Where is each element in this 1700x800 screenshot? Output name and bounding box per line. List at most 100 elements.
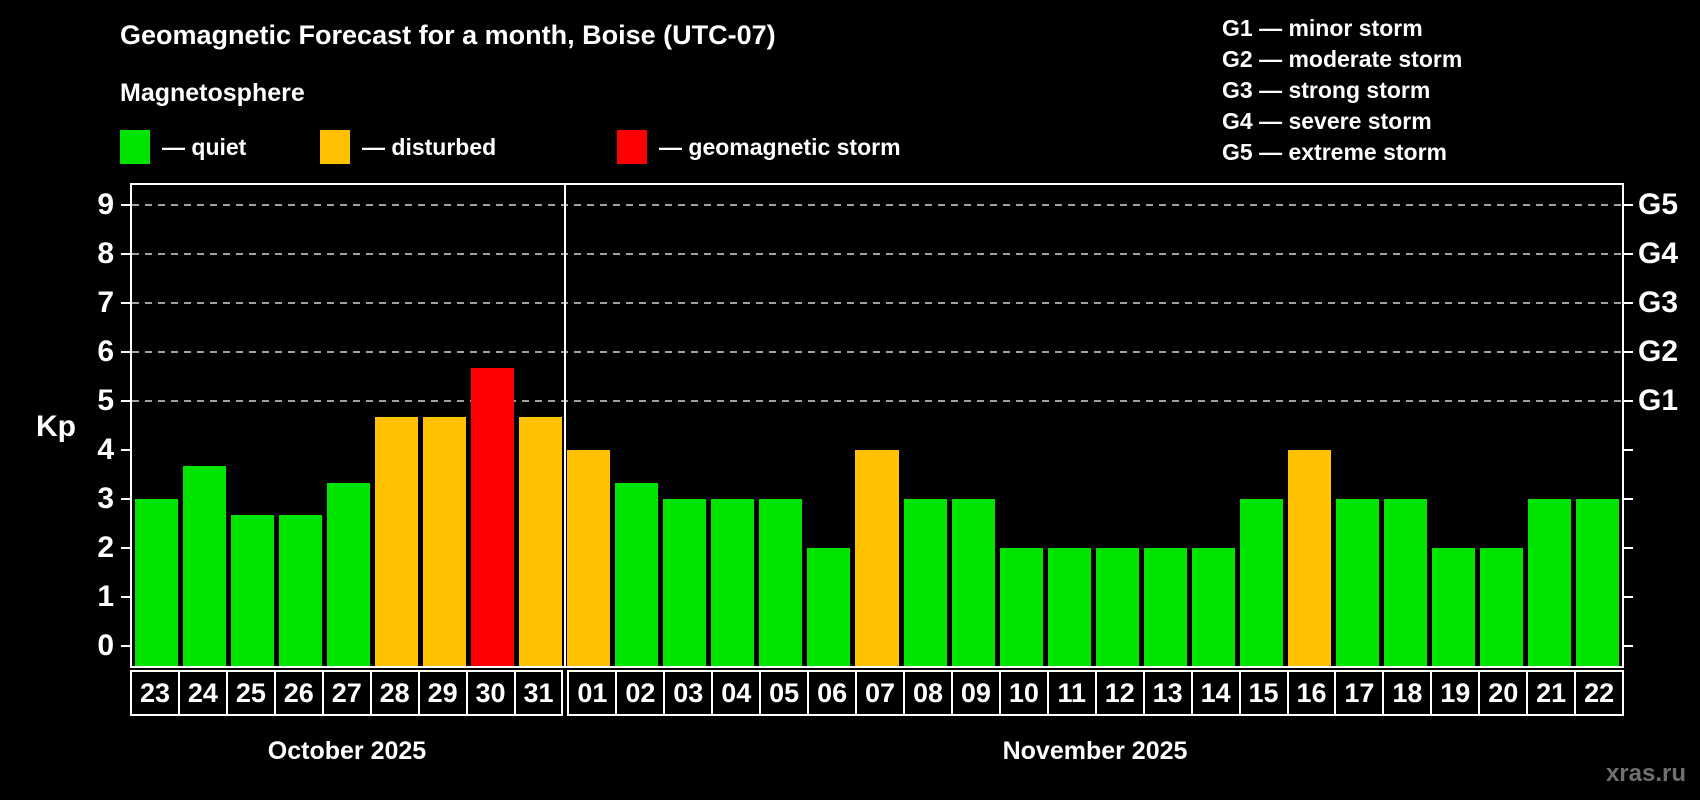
g-scale-legend: G1 — minor storm G2 — moderate storm G3 … [1222,13,1462,168]
kp-bar-10 [999,548,1043,666]
y-tick-label-3: 3 [97,482,114,516]
y-tick-label-8: 8 [97,236,114,270]
gridline-kp5 [132,399,1622,402]
kp-bar-31 [519,417,563,666]
kp-bar-05 [759,499,803,666]
kp-bar-16 [1288,450,1332,666]
kp-bar-28 [374,417,418,666]
bar-slot-01 [565,185,613,666]
bars-layer [132,185,1622,666]
bar-slot-06 [805,185,853,666]
day-label-03: 03 [663,670,714,716]
day-label-02: 02 [615,670,666,716]
bar-slot-09 [949,185,997,666]
left-tick-3 [121,498,130,501]
g-legend-line-g5: G5 — extreme storm [1222,139,1447,165]
kp-bar-03 [663,499,707,666]
kp-bar-22 [1576,499,1620,666]
left-tick-6 [121,350,130,353]
y-tick-label-7: 7 [97,285,114,319]
kp-bar-11 [1047,548,1091,666]
y-tick-label-5: 5 [97,383,114,417]
right-tick-9 [1624,203,1633,206]
right-tick-2 [1624,547,1633,550]
gridline-kp8 [132,252,1622,255]
g-legend-line-g4: G4 — severe storm [1222,108,1432,134]
y-tick-label-9: 9 [97,187,114,221]
bar-slot-27 [324,185,372,666]
kp-bar-08 [903,499,947,666]
day-label-09: 09 [950,670,1001,716]
day-label-31: 31 [513,670,564,716]
y-tick-label-1: 1 [97,580,114,614]
kp-bar-18 [1384,499,1428,666]
month-label-october: October 2025 [267,737,427,765]
bar-slot-17 [1334,185,1382,666]
kp-bar-09 [951,499,995,666]
kp-bar-19 [1432,548,1476,666]
day-label-05: 05 [759,670,810,716]
day-label-07: 07 [855,670,905,716]
day-label-22: 22 [1574,670,1625,716]
day-label-21: 21 [1526,670,1577,716]
kp-bar-13 [1143,548,1187,666]
kp-bar-30 [470,368,514,666]
day-label-10: 10 [998,670,1049,716]
bar-slot-14 [1189,185,1237,666]
bar-slot-11 [1045,185,1093,666]
right-tick-7 [1624,301,1633,304]
kp-bar-29 [422,417,466,666]
day-label-17: 17 [1334,670,1385,716]
bar-slot-15 [1237,185,1285,666]
month-label-november: November 2025 [1002,737,1188,765]
bar-slot-20 [1478,185,1526,666]
bar-slot-30 [468,185,516,666]
plot-area [130,183,1624,668]
g-legend-line-g1: G1 — minor storm [1222,15,1423,41]
y-tick-label-0: 0 [97,629,114,663]
bar-slot-26 [276,185,324,666]
left-tick-5 [121,399,130,402]
kp-bar-07 [855,450,899,666]
left-tick-8 [121,252,130,255]
bar-slot-10 [997,185,1045,666]
day-label-06: 06 [807,670,858,716]
watermark: xras.ru [1605,760,1686,787]
kp-bar-23 [134,499,178,666]
right-tick-0 [1624,645,1633,648]
gridline-kp9 [132,203,1622,206]
bar-slot-08 [901,185,949,666]
bar-slot-04 [709,185,757,666]
day-label-row: 23 24 25 26 27 28 29 30 31 01 02 03 04 05 06 07 08 09 10 11… [130,670,1625,716]
bar-slot-13 [1141,185,1189,666]
kp-bar-17 [1336,499,1380,666]
kp-bar-12 [1095,548,1139,666]
right-tick-1 [1624,596,1633,599]
left-tick-2 [121,547,130,550]
bar-slot-19 [1430,185,1478,666]
day-label-24: 24 [177,670,228,716]
left-tick-4 [121,449,130,452]
legend-label: — disturbed [362,133,497,160]
kp-bar-02 [615,482,659,666]
right-tick-4 [1624,449,1633,452]
day-label-14: 14 [1190,670,1241,716]
bar-slot-31 [517,185,565,666]
bar-slot-18 [1382,185,1430,666]
kp-bar-24 [182,466,226,666]
y-tick-label-4: 4 [97,433,114,467]
kp-bar-21 [1528,499,1572,666]
kp-bar-04 [711,499,755,666]
bar-slot-28 [372,185,420,666]
day-label-30: 30 [465,670,516,716]
day-label-19: 19 [1430,670,1481,716]
bar-slot-03 [661,185,709,666]
bar-slot-21 [1526,185,1574,666]
day-label-23: 23 [130,670,180,716]
left-tick-1 [121,596,130,599]
day-label-08: 08 [903,670,953,716]
plot-inner [132,185,1622,666]
g-scale-label-g1: G1 [1638,383,1679,417]
bar-slot-05 [757,185,805,666]
legend-item-storm: — geomagnetic storm [617,129,901,165]
